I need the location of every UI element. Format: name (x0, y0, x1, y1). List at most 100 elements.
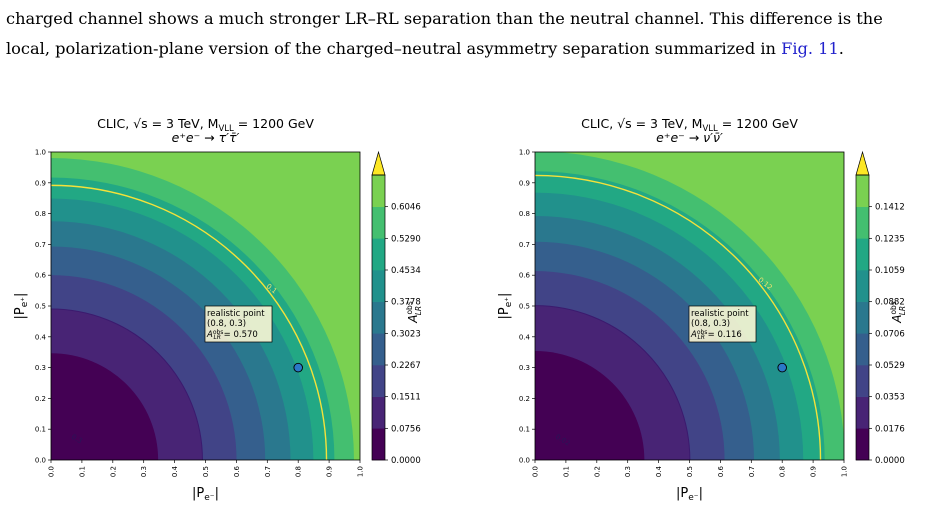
colorbar-tick-label: 0.1059 (875, 266, 905, 276)
contour-plot-charged: 0.10.30.0 0.1 0.2 0.3 0.4 0.5 0.6 0.7 0.8 0.9 1.00… (13, 116, 423, 503)
x-tick-label: 0.1 (78, 466, 86, 477)
contour-line (535, 305, 691, 460)
y-tick-label: 0.5 (519, 303, 530, 311)
colorbar-segment (372, 333, 385, 366)
y-tick-label: 0.7 (519, 241, 530, 249)
x-tick-label: 0.5 (686, 466, 694, 477)
x-axis-label: |Pe⁻| (192, 486, 219, 503)
annotation-line: Aobs LR = 0.570 (206, 329, 258, 341)
annotation-line: (0.8, 0.3) (207, 319, 246, 329)
colorbar-tick-label: 0.0756 (391, 424, 421, 434)
colorbar-segment (856, 396, 869, 429)
colorbar-segment (856, 206, 869, 239)
paragraph-line-2-text: local, polarization-plane version of the… (6, 39, 782, 58)
paragraph-line-1: charged channel shows a much stronger LR… (6, 9, 883, 28)
annotation-line: (0.8, 0.3) (691, 319, 730, 329)
x-tick-label: 0.2 (109, 466, 117, 477)
x-tick-label: 0.9 (810, 466, 818, 477)
x-tick-label: 0.9 (326, 466, 334, 477)
contour-band (535, 351, 645, 460)
x-tick-label: 0.8 (779, 466, 787, 477)
colorbar-tick-label: 0.3023 (391, 329, 421, 339)
colorbar-frame (855, 174, 870, 461)
colorbar-tick-label: 0.1235 (875, 234, 905, 244)
colorbar-tick-label: 0.1412 (875, 203, 905, 213)
y-tick-label: 0.5 (35, 303, 46, 311)
colorbar-tick-label: 0.0529 (875, 361, 905, 371)
colorbar-tick-label: 0.0176 (875, 424, 905, 434)
y-tick-label: 0.6 (519, 272, 531, 280)
colorbar-segment (372, 365, 385, 397)
y-axis-label: |Pe⁺| (13, 293, 30, 320)
x-tick-label: 0.3 (140, 466, 148, 477)
colorbar-segment (372, 270, 385, 302)
colorbar-segment (856, 333, 869, 366)
y-tick-label: 0.6 (35, 272, 47, 280)
y-tick-label: 0.8 (519, 210, 530, 218)
x-tick-label: 1.0 (357, 466, 365, 477)
annotation-line: realistic point (207, 309, 265, 319)
y-tick-label: 1.0 (519, 149, 530, 157)
colorbar-segment (372, 428, 385, 461)
colorbar-tick-label: 0.0706 (875, 329, 905, 339)
plot-title: CLIC, √s = 3 TeV, MVLL = 1200 GeV (97, 116, 314, 134)
x-tick-label: 0.1 (562, 466, 570, 477)
paragraph-line-2-end: . (838, 39, 844, 58)
y-tick-label: 1.0 (35, 149, 46, 157)
plot-subtitle: e⁺e⁻ → ν′ν̄′ (656, 130, 723, 145)
colorbar-segment (372, 175, 385, 207)
realistic-point-marker (293, 362, 303, 373)
plot-subtitle: e⁺e⁻ → τ′τ̄′ (172, 130, 240, 145)
colorbar-segment (856, 238, 869, 271)
colorbar-tick-label: 0.5290 (391, 234, 421, 244)
x-tick-label: 0.0 (48, 466, 56, 477)
y-tick-label: 0.7 (35, 241, 46, 249)
colorbar-label: AobsLR (889, 301, 907, 324)
annotation: realistic point(0.8, 0.3)Aobs LR = 0.116 (688, 305, 757, 343)
realistic-point-marker (777, 362, 787, 373)
x-tick-label: 0.5 (202, 466, 210, 477)
y-tick-label: 0.2 (519, 395, 530, 403)
y-tick-label: 0.4 (35, 333, 47, 341)
y-tick-label: 0.1 (35, 426, 46, 434)
colorbar-segment (372, 301, 385, 334)
figure-11-link[interactable]: Fig. 11 (781, 39, 839, 58)
y-axis-label: |Pe⁺| (497, 293, 514, 320)
colorbar-tick-label: 0.3778 (391, 298, 421, 308)
colorbar-tick-label: 0.6046 (391, 203, 421, 213)
x-tick-label: 0.7 (748, 466, 756, 477)
colorbar-segment (856, 175, 869, 207)
x-tick-label: 0.4 (171, 465, 179, 477)
annotation: realistic point(0.8, 0.3)Aobs LR = 0.570 (204, 305, 273, 343)
colorbar-tick-label: 0.4534 (391, 266, 421, 276)
colorbar-segment (856, 428, 869, 461)
contour-plot-neutral: 0.120.02 0.0 0.1 0.2 0.3 0.4 0.5 0.6 0.7 0.8 0.9 1.… (497, 116, 907, 503)
colorbar-extend-arrow (371, 150, 386, 176)
x-tick-label: 0.6 (717, 465, 725, 477)
y-tick-label: 0.9 (519, 179, 530, 187)
y-tick-label: 0.3 (519, 364, 530, 372)
contour-fill-group: 0.120.02 (535, 152, 844, 460)
plot-title: CLIC, √s = 3 TeV, MVLL = 1200 GeV (581, 116, 798, 134)
x-tick-label: 0.2 (593, 466, 601, 477)
annotation-line: Aobs LR = 0.116 (690, 329, 742, 341)
y-tick-label: 0.0 (519, 457, 530, 465)
body-paragraph: charged channel shows a much stronger LR… (6, 4, 940, 64)
colorbar-segment (372, 206, 385, 239)
contour-line (51, 184, 328, 460)
x-tick-label: 0.8 (295, 466, 303, 477)
colorbar-tick-label: 0.1511 (391, 393, 421, 403)
contour-line (535, 174, 822, 460)
y-tick-label: 0.1 (519, 426, 530, 434)
colorbar-label: AobsLR (405, 301, 423, 324)
y-tick-label: 0.4 (519, 333, 531, 341)
annotation-box (688, 305, 757, 343)
annotation-line: realistic point (691, 309, 749, 319)
x-tick-label: 0.0 (532, 466, 540, 477)
colorbar-segment (856, 365, 869, 397)
x-tick-label: 0.7 (264, 466, 272, 477)
x-axis-label: |Pe⁻| (676, 486, 703, 503)
x-tick-label: 1.0 (841, 466, 849, 477)
colorbar-tick-label: 0.0882 (875, 298, 905, 308)
x-tick-label: 0.6 (233, 465, 241, 477)
